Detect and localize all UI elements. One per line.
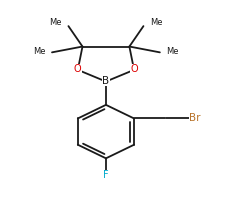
Text: O: O [130, 64, 138, 74]
Text: Me: Me [33, 47, 45, 56]
Text: F: F [103, 170, 109, 180]
Text: Me: Me [150, 18, 162, 27]
Text: Me: Me [49, 18, 62, 27]
Text: B: B [102, 76, 109, 86]
Text: O: O [74, 64, 82, 74]
Text: Br: Br [189, 113, 201, 123]
Text: Me: Me [167, 47, 179, 56]
